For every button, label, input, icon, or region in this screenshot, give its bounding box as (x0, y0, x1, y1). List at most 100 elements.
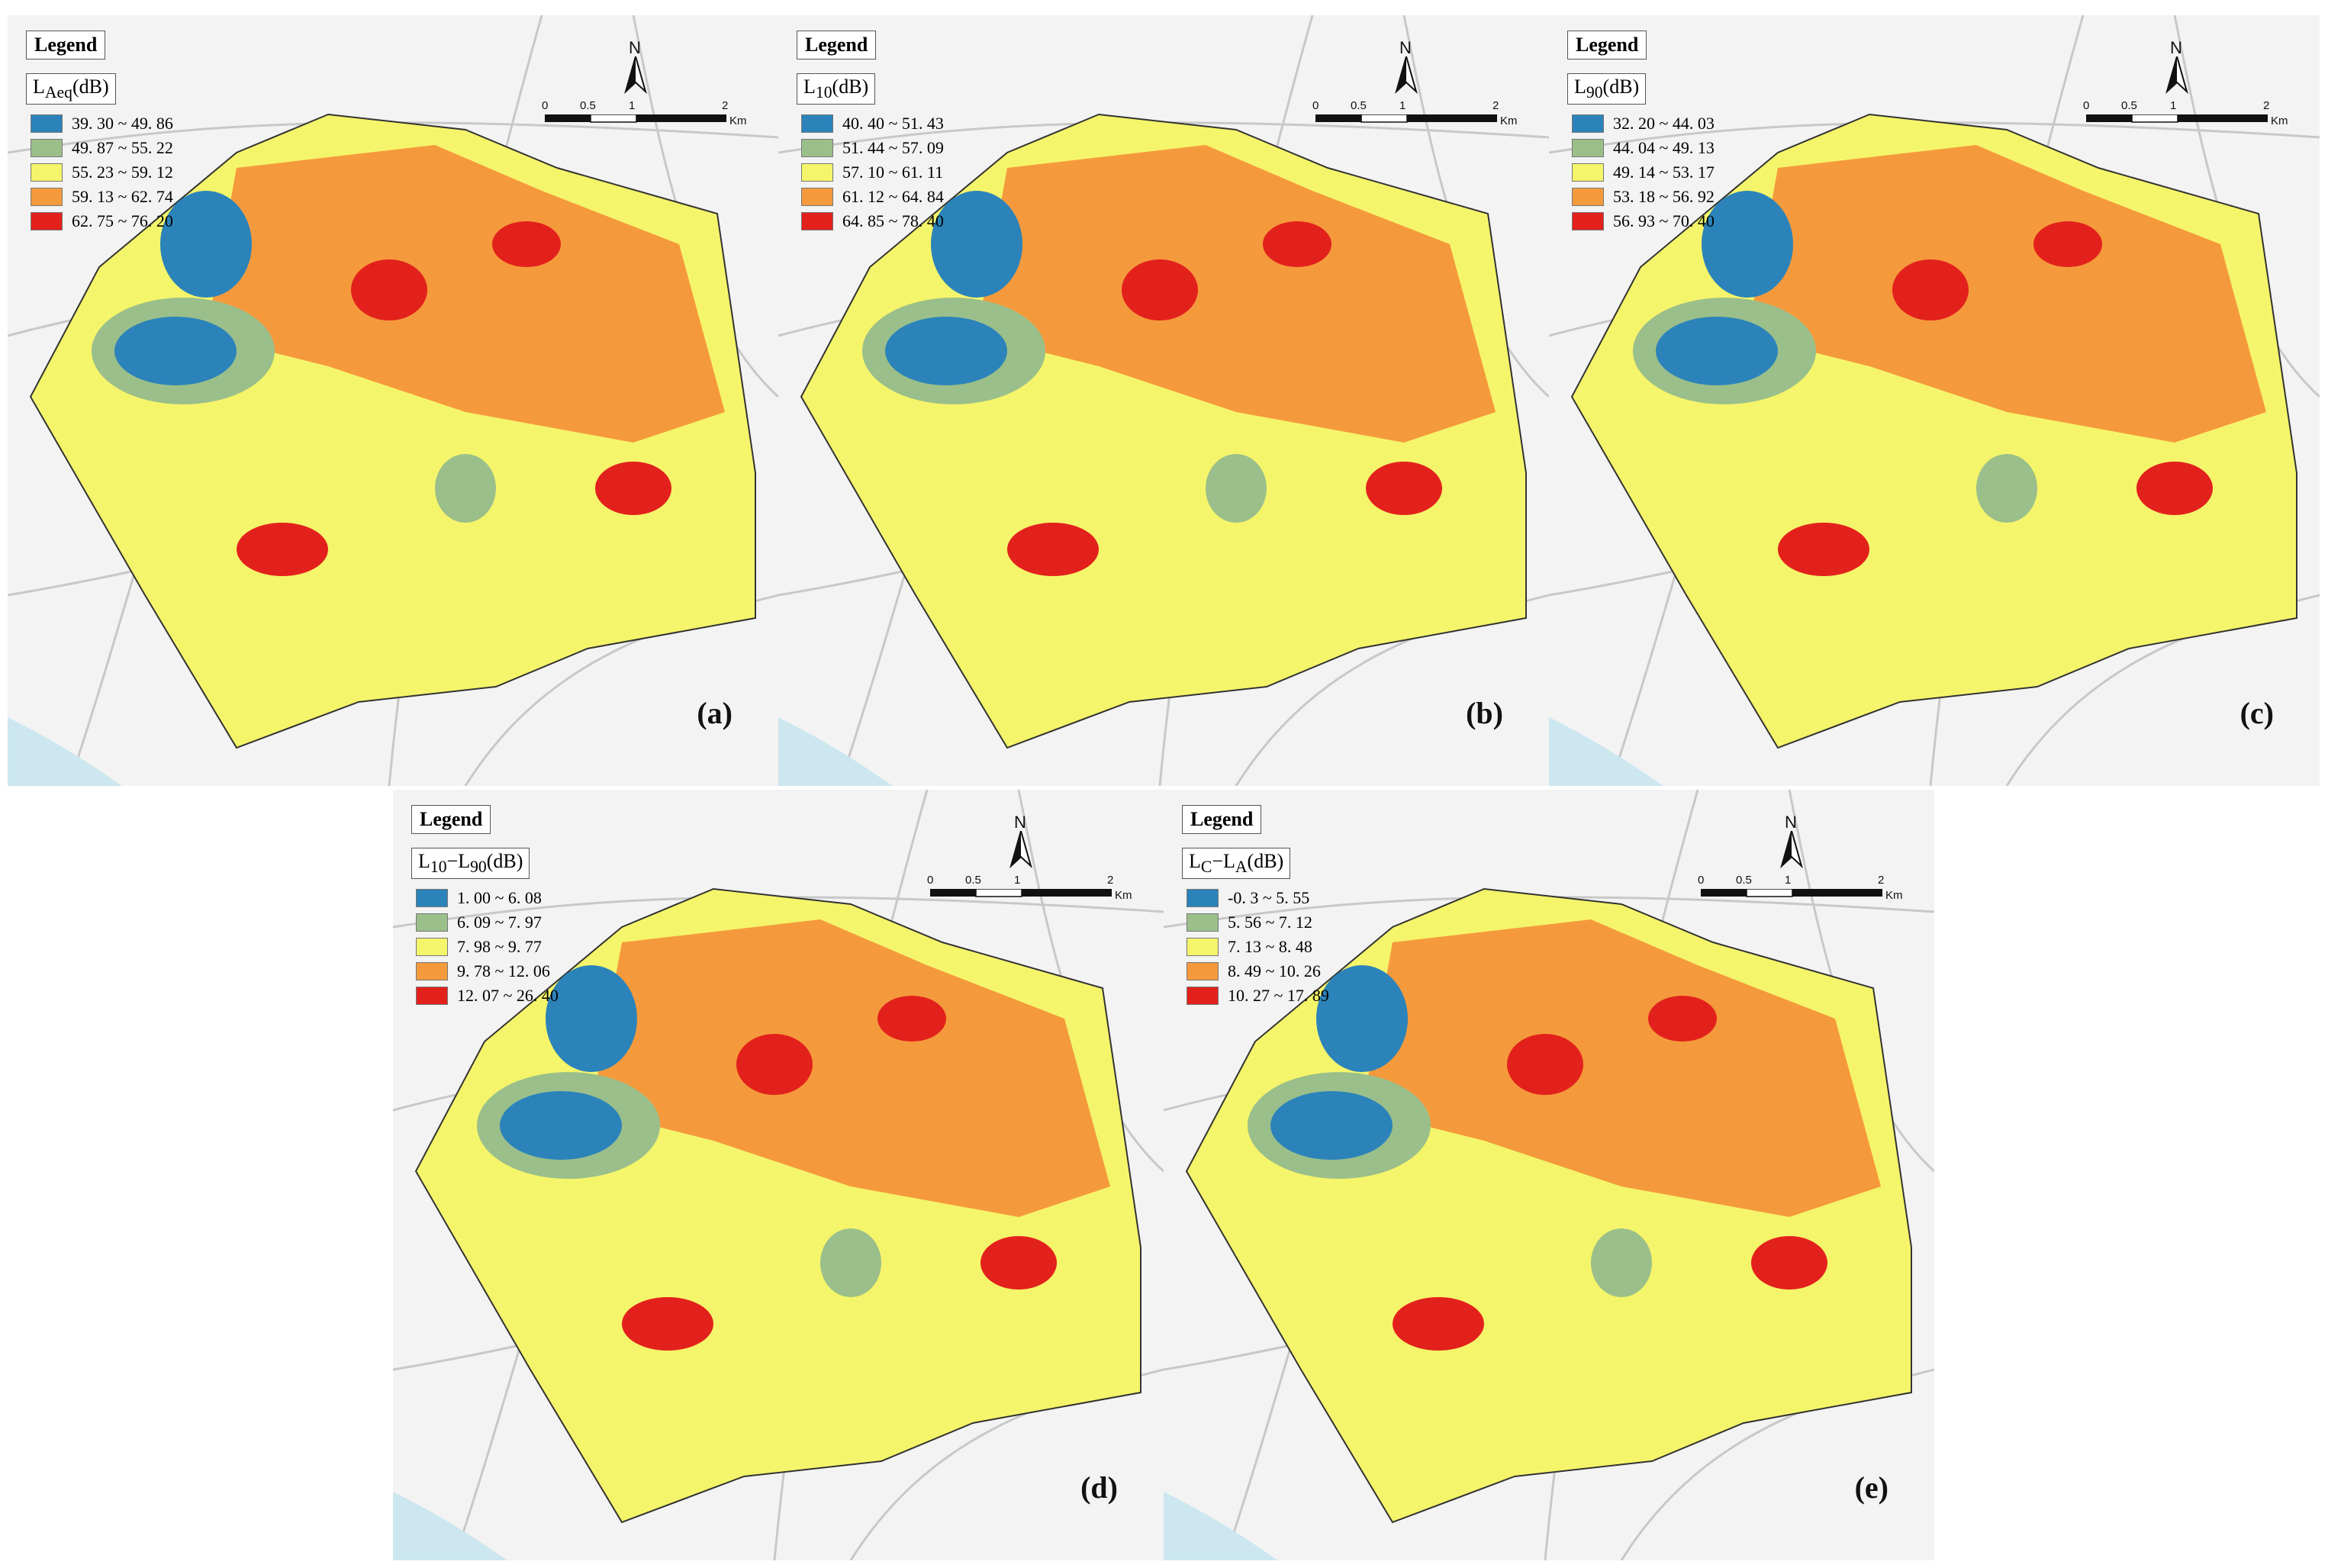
legend-class-item: -0. 3 ~ 5. 55 (1187, 886, 1329, 910)
legend-swatch (416, 987, 448, 1005)
legend-swatch (801, 212, 833, 230)
scale-unit: Km (1115, 889, 1132, 902)
legend-range: 57. 10 ~ 61. 11 (842, 163, 944, 182)
legend-range: 8. 49 ~ 10. 26 (1228, 961, 1321, 980)
scale-bar: N 0 0.5 1 2 Km (2083, 38, 2288, 137)
legend-swatch (1572, 139, 1604, 157)
north-label: N (629, 38, 641, 57)
legend-swatch (31, 114, 63, 133)
legend-swatch (416, 962, 448, 980)
metric-main: L (418, 850, 430, 872)
legend-range: 61. 12 ~ 64. 84 (842, 187, 944, 206)
legend-range: 44. 04 ~ 49. 13 (1613, 138, 1715, 157)
north-arrow-icon (1009, 831, 1032, 869)
scale-bar-graphic (1701, 889, 1882, 897)
legend-range: 40. 40 ~ 51. 43 (842, 114, 944, 133)
legend-swatch (1187, 889, 1219, 907)
legend-class-item: 7. 13 ~ 8. 48 (1187, 935, 1329, 959)
legend-range: 7. 13 ~ 8. 48 (1228, 937, 1312, 956)
legend-metric-label: LAeq(dB) (26, 73, 116, 105)
scale-tick-1: 1 (2170, 99, 2177, 112)
metric-main: L (1574, 76, 1586, 98)
north-arrow-icon (1780, 831, 1803, 869)
legend-class-item: 32. 20 ~ 44. 03 (1572, 111, 1715, 136)
north-arrow-icon (2165, 56, 2188, 95)
legend-class-item: 53. 18 ~ 56. 92 (1572, 185, 1715, 209)
legend-classes: -0. 3 ~ 5. 55 5. 56 ~ 7. 12 7. 13 ~ 8. 48 8… (1187, 886, 1329, 1008)
legend-swatch (1187, 913, 1219, 932)
scale-tick-05: 0.5 (1351, 99, 1367, 112)
legend-title: Legend (26, 31, 106, 60)
legend-range: 62. 75 ~ 76. 20 (72, 211, 173, 230)
metric-unit: (dB) (72, 76, 109, 98)
scale-tick-05: 0.5 (965, 874, 981, 887)
scale-tick-2: 2 (1107, 874, 1114, 887)
legend-class-item: 64. 85 ~ 78. 40 (801, 209, 944, 233)
scale-tick-0: 0 (927, 874, 934, 887)
study-area (1185, 887, 1912, 1524)
legend-class-item: 10. 27 ~ 17. 89 (1187, 984, 1329, 1008)
scale-tick-1: 1 (1014, 874, 1021, 887)
scale-tick-1: 1 (1785, 874, 1792, 887)
metric-unit: (dB) (486, 850, 523, 872)
legend-class-item: 12. 07 ~ 26. 40 (416, 984, 559, 1008)
legend-range: 55. 23 ~ 59. 12 (72, 163, 173, 182)
legend-swatch (31, 188, 63, 206)
scale-bar: N 0 0.5 1 2 Km (1312, 38, 1518, 137)
legend-metric-label: L90(dB) (1567, 73, 1647, 105)
scale-tick-0: 0 (542, 99, 549, 112)
legend-swatch (801, 139, 833, 157)
panel-label: (d) (1080, 1470, 1118, 1505)
legend-swatch (801, 163, 833, 182)
legend-title: Legend (1182, 805, 1262, 834)
legend-class-item: 5. 56 ~ 7. 12 (1187, 910, 1329, 935)
legend-metric-label: L10(dB) (797, 73, 876, 105)
map-panel-d: Legend L10−L90(dB) 1. 00 ~ 6. 08 6. 09 ~ 7.… (393, 790, 1164, 1560)
legend-class-item: 57. 10 ~ 61. 11 (801, 160, 944, 185)
legend-classes: 1. 00 ~ 6. 08 6. 09 ~ 7. 97 7. 98 ~ 9. 77 9… (416, 886, 559, 1008)
legend-range: 6. 09 ~ 7. 97 (457, 913, 542, 932)
study-area (414, 887, 1141, 1524)
river (778, 717, 893, 786)
map-panel-b: Legend L10(dB) 40. 40 ~ 51. 43 51. 44 ~ 57.… (778, 15, 1549, 786)
legend-swatch (801, 188, 833, 206)
metric-main: L (1189, 850, 1201, 872)
metric-main: L (803, 76, 816, 98)
legend-swatch (1572, 114, 1604, 133)
north-arrow-icon (1395, 56, 1418, 95)
legend-class-item: 6. 09 ~ 7. 97 (416, 910, 559, 935)
scale-tick-2: 2 (722, 99, 729, 112)
panel-label: (e) (1854, 1470, 1888, 1505)
scale-bar-graphic (2086, 114, 2268, 123)
study-area (1570, 113, 2297, 749)
noise-map (8, 15, 778, 786)
legend-swatch (1572, 188, 1604, 206)
north-label: N (1399, 38, 1412, 57)
legend-range: 7. 98 ~ 9. 77 (457, 937, 542, 956)
scale-tick-0: 0 (1698, 874, 1705, 887)
noise-map (1549, 15, 2320, 786)
legend-swatch (1187, 962, 1219, 980)
legend-range: 1. 00 ~ 6. 08 (457, 888, 542, 907)
river (1549, 717, 1663, 786)
river (8, 717, 122, 786)
panel-label: (a) (697, 696, 733, 730)
scale-tick-05: 0.5 (1736, 874, 1752, 887)
legend-swatch (31, 212, 63, 230)
legend-swatch (416, 938, 448, 956)
legend-swatch (31, 163, 63, 182)
noise-map (778, 15, 1549, 786)
north-arrow-icon (624, 56, 647, 95)
legend-range: 56. 93 ~ 70. 40 (1613, 211, 1715, 230)
legend-class-item: 39. 30 ~ 49. 86 (31, 111, 173, 136)
legend-range: 64. 85 ~ 78. 40 (842, 211, 944, 230)
legend-range: 49. 87 ~ 55. 22 (72, 138, 173, 157)
legend-range: 9. 78 ~ 12. 06 (457, 961, 550, 980)
legend-class-item: 56. 93 ~ 70. 40 (1572, 209, 1715, 233)
legend-class-item: 61. 12 ~ 64. 84 (801, 185, 944, 209)
scale-tick-2: 2 (1878, 874, 1885, 887)
map-panel-a: Legend LAeq(dB) 39. 30 ~ 49. 86 49. 87 ~ 55… (8, 15, 778, 786)
metric-unit: (dB) (832, 76, 869, 98)
metric-unit: (dB) (1602, 76, 1640, 98)
river (1164, 1492, 1278, 1560)
